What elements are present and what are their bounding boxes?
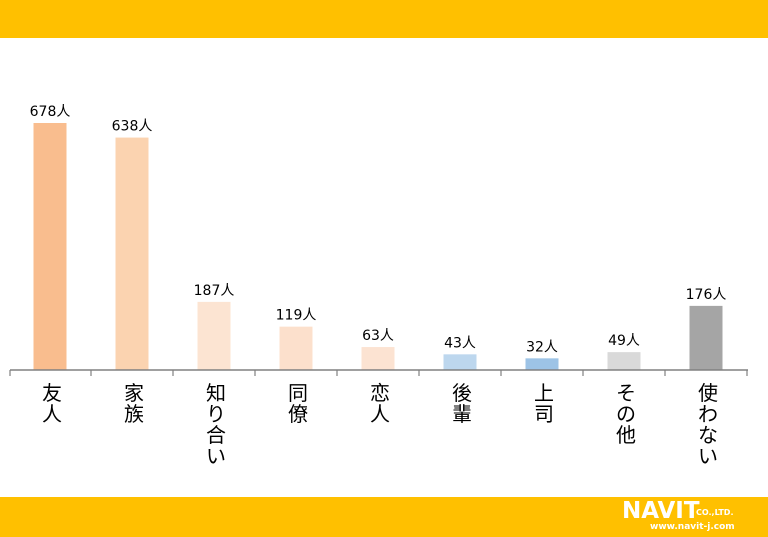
value-label-2: 187人 bbox=[194, 283, 235, 299]
logo-brand: NAVIT bbox=[622, 498, 700, 524]
value-label-6: 32人 bbox=[526, 339, 558, 355]
logo-url: www.navit-j.com bbox=[650, 522, 735, 532]
bar-0 bbox=[33, 123, 67, 370]
category-label-5: 後輩 bbox=[452, 381, 472, 426]
category-label-7: その他 bbox=[616, 381, 636, 447]
bar-1 bbox=[115, 137, 149, 370]
category-label-8: 使わない bbox=[698, 381, 718, 468]
bar-3 bbox=[279, 326, 313, 370]
bar-5 bbox=[443, 354, 477, 370]
value-label-5: 43人 bbox=[444, 335, 476, 351]
logo-suffix: CO.,LTD. bbox=[696, 508, 734, 517]
bar-8 bbox=[689, 305, 723, 370]
category-label-1: 家族 bbox=[124, 381, 144, 426]
category-label-6: 上司 bbox=[534, 381, 554, 426]
bottom-band bbox=[0, 497, 768, 537]
category-label-0: 友人 bbox=[42, 381, 62, 426]
bar-4 bbox=[361, 347, 395, 370]
value-label-1: 638人 bbox=[112, 119, 153, 135]
bar-7 bbox=[607, 352, 641, 370]
value-label-0: 678人 bbox=[30, 104, 71, 120]
bar-6 bbox=[525, 358, 559, 370]
value-label-8: 176人 bbox=[686, 287, 727, 303]
value-label-7: 49人 bbox=[608, 333, 640, 349]
category-label-2: 知り合い bbox=[206, 381, 226, 468]
value-labels-group: 678人 638人 187人 119人 63人 43人 32人 49人 176人 bbox=[30, 104, 727, 355]
value-label-3: 119人 bbox=[276, 308, 317, 324]
category-labels-group: 友人 家族 知り合い 同僚 恋人 後輩 上司 その他 使わない bbox=[42, 381, 718, 468]
category-label-3: 同僚 bbox=[288, 381, 308, 426]
bars-group bbox=[33, 123, 723, 370]
x-axis-ticks bbox=[9, 370, 748, 376]
category-label-4: 恋人 bbox=[370, 381, 390, 426]
value-label-4: 63人 bbox=[362, 328, 394, 344]
navit-logo: NAVIT CO.,LTD. www.navit-j.com bbox=[622, 498, 756, 536]
bar-2 bbox=[197, 301, 231, 370]
top-band bbox=[0, 0, 768, 38]
